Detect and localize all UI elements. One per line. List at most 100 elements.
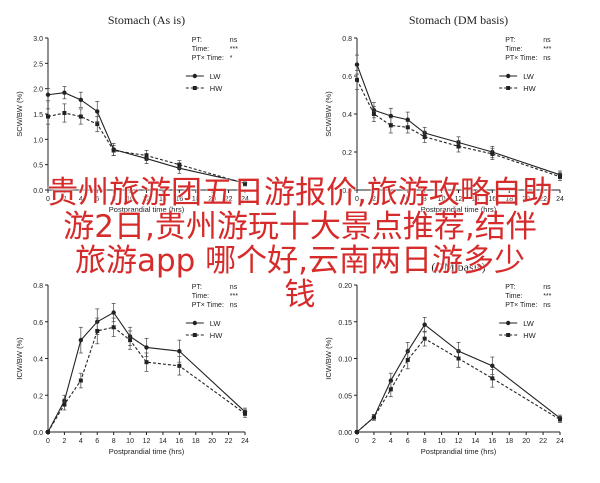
- x-tick-label: 16: [488, 438, 496, 445]
- series-hw: [355, 69, 562, 181]
- y-tick-label: 0.10: [338, 357, 352, 364]
- data-point: [78, 114, 83, 119]
- y-tick-label: 0.20: [338, 283, 352, 290]
- data-point: [111, 310, 116, 315]
- x-tick-label: 20: [522, 438, 530, 445]
- data-point: [144, 153, 149, 158]
- data-point: [456, 356, 461, 361]
- overlay-text-line-3: 旅游app 哪个好,云南两日游多少: [74, 243, 526, 279]
- data-point: [95, 109, 100, 114]
- data-point: [558, 417, 562, 422]
- legend-marker: [505, 73, 511, 79]
- x-tick-label: 14: [472, 438, 480, 445]
- data-point: [355, 430, 359, 434]
- series-hw: [46, 317, 247, 434]
- y-tick-label: 1.5: [33, 112, 43, 119]
- overlay-text-line-2: 游2日,贵州游玩十大景点推荐,结伴: [63, 209, 537, 245]
- y-tick-label: 0.6: [33, 320, 43, 327]
- x-tick-label: 0: [355, 196, 359, 203]
- x-tick-label: 2: [372, 438, 376, 445]
- stat-value: ns: [543, 37, 551, 44]
- stat-value: ***: [230, 293, 238, 300]
- x-tick-label: 4: [79, 196, 83, 203]
- series-line: [47, 92, 246, 184]
- x-tick-label: 18: [192, 438, 200, 445]
- data-point: [128, 338, 133, 343]
- y-tick-label: 2.0: [33, 87, 43, 94]
- x-tick-label: 12: [143, 196, 151, 203]
- data-point: [177, 348, 182, 354]
- legend-label-lw: LW: [523, 319, 535, 328]
- overlay-text-line-1: 贵州旅游团五日游报价,旅游攻略自助: [47, 175, 553, 211]
- x-axis-label: Postprandial time (hrs): [421, 205, 497, 214]
- chart-panel-3: 0.00.20.40.60.80 2 4 6 8 10 12 14 16 18 20 22 24Post…: [15, 283, 249, 456]
- x-tick-label: 2: [372, 196, 376, 203]
- x-tick-label: 20: [208, 438, 216, 445]
- stat-label: PT× Time:: [505, 55, 537, 62]
- y-tick-label: 2.5: [33, 61, 43, 68]
- data-point: [46, 114, 50, 119]
- stat-value: ns: [543, 302, 551, 309]
- stat-label: Time:: [192, 293, 209, 300]
- data-point: [405, 125, 410, 130]
- stat-label: PT× Time:: [505, 302, 537, 309]
- y-tick-label: 0.0: [33, 430, 43, 437]
- data-point: [78, 337, 84, 343]
- data-point: [45, 92, 51, 97]
- x-tick-label: 20: [208, 196, 216, 203]
- data-point: [78, 378, 83, 383]
- x-tick-label: 12: [143, 438, 151, 445]
- x-tick-label: 8: [423, 438, 427, 445]
- data-point: [177, 363, 182, 368]
- x-tick-label: 4: [389, 438, 393, 445]
- x-tick-label: 10: [438, 438, 446, 445]
- y-tick-label: 0.4: [33, 357, 43, 364]
- x-tick-label: 8: [423, 196, 427, 203]
- x-tick-label: 24: [241, 196, 249, 203]
- legend-label-hw: HW: [523, 331, 536, 340]
- data-point: [388, 123, 393, 128]
- data-point: [422, 336, 427, 341]
- data-point: [405, 117, 410, 122]
- x-tick-label: 12: [455, 438, 463, 445]
- stat-label: Time:: [192, 46, 209, 53]
- legend-label-lw: LW: [523, 72, 535, 81]
- data-point: [144, 360, 149, 365]
- data-point: [62, 402, 67, 407]
- chart-panel-1: 0.00.51.01.52.02.53.00 2 4 6 8 10 12 14 16 18 20 22…: [15, 13, 249, 214]
- x-axis-label: Postprandial time (hrs): [109, 447, 185, 456]
- chart-title: Stomach (As is): [108, 13, 185, 27]
- stat-label: PT:: [192, 37, 202, 44]
- data-point: [177, 162, 182, 167]
- data-point: [355, 77, 359, 82]
- y-tick-label: 0.8: [342, 36, 352, 43]
- x-axis-label: Postprandial time (hrs): [109, 205, 185, 214]
- stat-label: PT× Time:: [192, 302, 224, 309]
- x-tick-label: 14: [472, 196, 480, 203]
- legend-label-lw: LW: [210, 72, 222, 81]
- overlay-text-line-4: 钱: [284, 277, 316, 313]
- stat-value: ***: [543, 293, 551, 300]
- stat-label: PT× Time:: [192, 55, 224, 62]
- stat-value: *: [230, 55, 233, 62]
- stat-value: ns: [543, 284, 551, 291]
- legend-label-hw: HW: [210, 84, 223, 93]
- legend-marker: [192, 86, 197, 90]
- data-point: [243, 181, 247, 186]
- data-point: [62, 110, 67, 115]
- x-tick-label: 2: [62, 438, 66, 445]
- y-tick-label: 0.8: [33, 283, 43, 290]
- x-tick-label: 10: [438, 196, 446, 203]
- stat-value: ns: [230, 302, 238, 309]
- data-point: [422, 134, 427, 139]
- x-tick-label: 10: [126, 196, 134, 203]
- y-tick-label: 0.5: [33, 163, 43, 170]
- x-tick-label: 2: [62, 196, 66, 203]
- x-tick-label: 0: [46, 438, 50, 445]
- legend-marker: [505, 320, 511, 326]
- y-tick-label: 0.4: [342, 112, 352, 119]
- series-line: [47, 112, 246, 184]
- y-axis-label: SCW/BW (%): [324, 91, 333, 137]
- legend-label-lw: LW: [210, 319, 222, 328]
- legend-marker: [506, 333, 511, 337]
